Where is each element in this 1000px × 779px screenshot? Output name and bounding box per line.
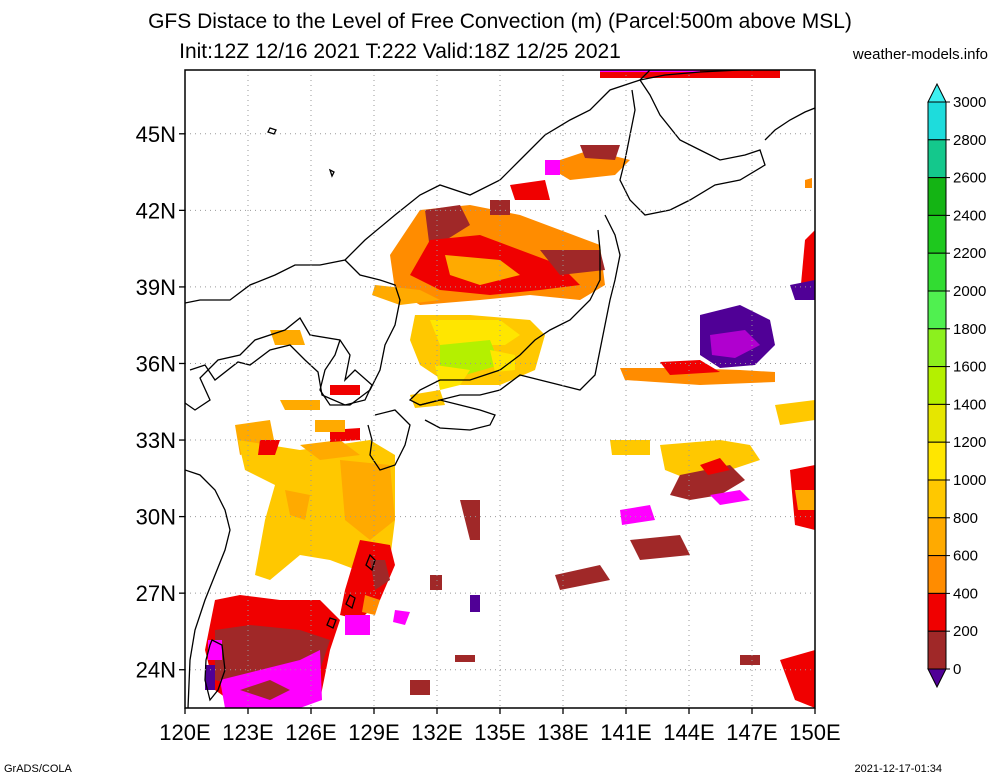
field-pacific — [410, 70, 815, 708]
colorbar-segment — [927, 366, 947, 405]
colorbar-segment — [927, 328, 947, 368]
colorbar-label: 200 — [953, 623, 978, 640]
lon-label: 147E — [726, 720, 777, 745]
lat-label: 45N — [136, 122, 176, 147]
lon-label: 129E — [348, 720, 399, 745]
title-line1: GFS Distace to the Level of Free Convect… — [148, 10, 852, 33]
colorbar-segment — [927, 177, 947, 216]
lon-label: 144E — [663, 720, 714, 745]
lat-label: 24N — [136, 658, 176, 683]
site-label: weather-models.info — [852, 46, 988, 63]
graticule — [185, 70, 815, 708]
colorbar-segment — [927, 441, 947, 481]
colorbar-label: 2400 — [953, 207, 986, 224]
shaded-field — [205, 70, 815, 708]
lon-label: 126E — [285, 720, 336, 745]
colorbar-label: 0 — [953, 661, 961, 678]
colorbar-label: 400 — [953, 585, 978, 602]
footer-left: GrADS/COLA — [4, 763, 72, 775]
colorbar-segment — [927, 252, 947, 292]
colorbar-segment — [927, 555, 947, 594]
lat-label: 30N — [136, 505, 176, 530]
coastlines — [185, 70, 815, 708]
colorbar-label: 1000 — [953, 472, 986, 489]
colorbar-segment — [927, 290, 947, 330]
colorbar-segment — [927, 139, 947, 179]
lon-label: 135E — [474, 720, 525, 745]
lon-label: 120E — [159, 720, 210, 745]
colorbar-segment — [927, 403, 947, 443]
field-central — [410, 315, 545, 408]
field-south — [205, 595, 340, 708]
colorbar-segment — [927, 517, 947, 557]
lat-label: 42N — [136, 198, 176, 223]
colorbar-segment — [927, 101, 947, 141]
colorbar: 3000280026002400220020001800160014001200… — [927, 82, 986, 689]
colorbar-bottom-arrow — [927, 668, 947, 689]
colorbar-label: 1600 — [953, 359, 986, 376]
colorbar-segment — [927, 592, 947, 632]
field-japan-sea — [372, 145, 630, 305]
colorbar-label: 1400 — [953, 396, 986, 413]
lon-label: 150E — [789, 720, 840, 745]
colorbar-label: 2200 — [953, 245, 986, 262]
footer-right: 2021-12-17-01:34 — [854, 763, 942, 775]
lat-label: 36N — [136, 351, 176, 376]
colorbar-segment — [927, 479, 947, 519]
colorbar-label: 2600 — [953, 170, 986, 187]
lon-label: 123E — [222, 720, 273, 745]
colorbar-label: 2800 — [953, 132, 986, 149]
colorbar-top-arrow — [927, 82, 947, 103]
lat-label: 39N — [136, 275, 176, 300]
lon-label: 132E — [411, 720, 462, 745]
longitude-labels: 120E 123E 126E 129E 132E 135E 138E 141E 144E 147E… — [159, 708, 841, 745]
colorbar-label: 1200 — [953, 434, 986, 451]
latitude-labels: 45N 42N 39N 36N 33N 30N 27N 24N — [136, 122, 185, 683]
colorbar-segment — [927, 630, 947, 670]
title-line2: Init:12Z 12/16 2021 T:222 Valid:18Z 12/2… — [179, 40, 621, 63]
colorbar-segment — [927, 214, 947, 254]
colorbar-label: 1800 — [953, 321, 986, 338]
field-ecs — [235, 330, 395, 580]
colorbar-label: 3000 — [953, 94, 986, 111]
colorbar-label: 2000 — [953, 283, 986, 300]
lat-label: 33N — [136, 428, 176, 453]
colorbar-label: 600 — [953, 548, 978, 565]
lon-label: 141E — [600, 720, 651, 745]
lon-label: 138E — [537, 720, 588, 745]
colorbar-label: 800 — [953, 510, 978, 527]
lat-label: 27N — [136, 581, 176, 606]
